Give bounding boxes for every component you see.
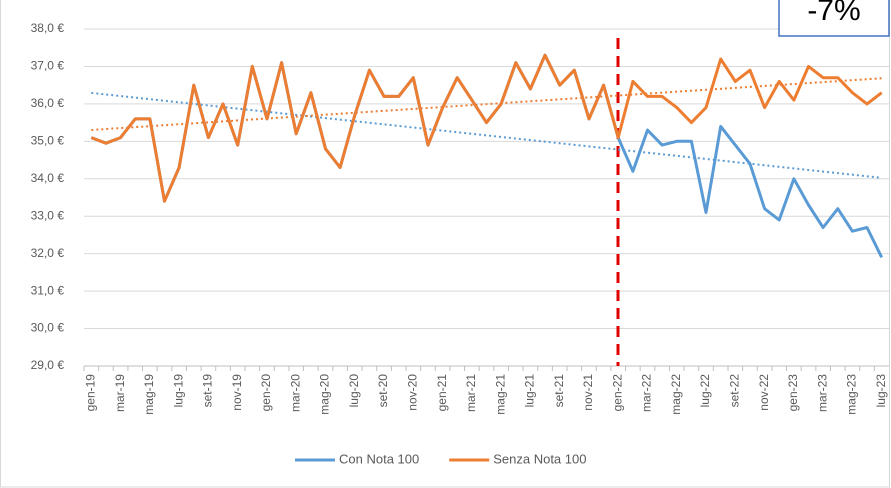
y-tick-label: 34,0 €: [31, 171, 65, 185]
x-tick-label: gen-22: [610, 374, 624, 412]
x-tick-label: mar-23: [815, 374, 829, 412]
y-tick-label: 38,0 €: [31, 21, 65, 35]
y-tick-label: 33,0 €: [31, 208, 65, 222]
x-tick-label: mag-23: [845, 374, 859, 415]
x-tick-label: set-21: [552, 374, 566, 408]
y-tick-label: 30,0 €: [31, 321, 65, 335]
x-tick-label: set-19: [201, 374, 215, 408]
x-tick-label: mag-21: [493, 374, 507, 415]
x-tick-label: nov-19: [230, 374, 244, 411]
series-line: [90, 53, 883, 203]
x-tick-label: gen-23: [786, 374, 800, 412]
y-tick-label: 36,0 €: [31, 96, 65, 110]
annotation: -7%: [807, 0, 860, 27]
y-tick-label: 31,0 €: [31, 283, 65, 297]
x-tick-label: gen-21: [435, 374, 449, 412]
legend-label: Senza Nota 100: [493, 451, 586, 466]
trend-line: [91, 77, 882, 131]
y-tick-label: 37,0 €: [31, 59, 65, 73]
x-tick-label: lug-21: [523, 374, 537, 408]
x-tick-label: nov-21: [581, 374, 595, 411]
x-tick-label: mar-22: [640, 374, 654, 412]
x-tick-label: mar-19: [113, 374, 127, 412]
x-tick-label: mag-19: [142, 374, 156, 415]
x-tick-label: lug-19: [171, 374, 185, 408]
y-tick-label: 32,0 €: [31, 246, 65, 260]
x-tick-label: nov-22: [757, 374, 771, 411]
annotation-box: [778, 0, 890, 37]
y-tick-label: 29,0 €: [31, 358, 65, 372]
x-tick-label: lug-20: [347, 374, 361, 408]
x-tick-label: set-20: [376, 374, 390, 408]
x-tick-label: mar-20: [288, 374, 302, 412]
y-tick-label: 35,0 €: [31, 134, 65, 148]
x-tick-label: lug-22: [698, 374, 712, 408]
x-tick-label: gen-20: [259, 374, 273, 412]
grid: [83, 28, 889, 371]
x-tick-label: set-22: [727, 374, 741, 408]
x-tick-label: nov-20: [405, 374, 419, 411]
legend-label: Con Nota 100: [339, 451, 419, 466]
x-tick-label: mar-21: [464, 374, 478, 412]
plot: [90, 53, 884, 259]
x-tick-label: mag-22: [669, 374, 683, 415]
x-tick-label: mag-20: [318, 374, 332, 415]
x-tick-label: gen-19: [83, 374, 97, 412]
x-tick-label: lug-23: [874, 374, 888, 408]
